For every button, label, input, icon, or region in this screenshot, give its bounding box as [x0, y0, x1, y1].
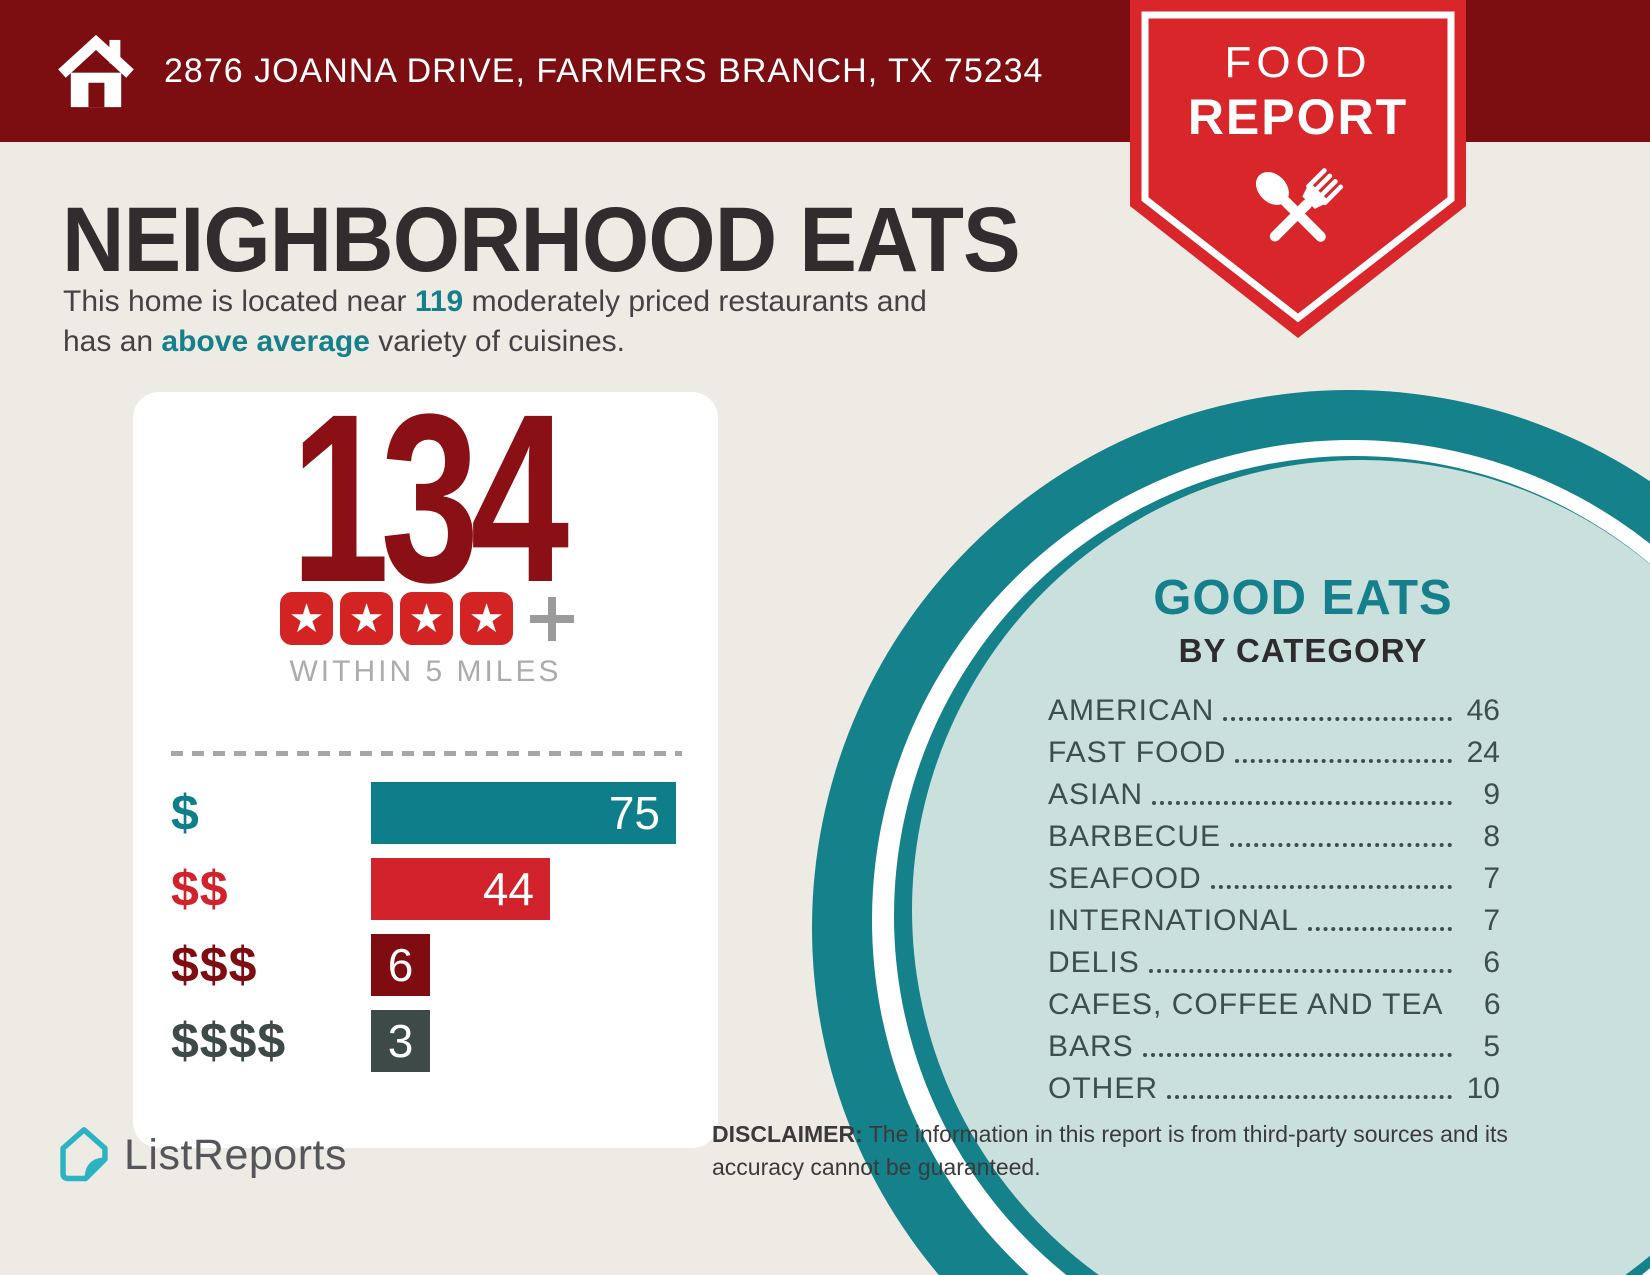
category-row: CAFES, COFFEE AND TEA 6 — [1048, 988, 1501, 1022]
price-bar-row: $$$$ 3 — [171, 1010, 718, 1072]
price-bar-chart: $75 $$ 44 $$$ 6 $$$$ 3 — [133, 782, 718, 1072]
dotted-leader — [1152, 801, 1452, 805]
star-icon: ★ — [400, 592, 453, 645]
dotted-leader — [1230, 843, 1452, 847]
dashed-divider — [171, 751, 682, 756]
star-rating: ★ ★ ★ ★ — [277, 592, 517, 645]
summary-card: 134 ★ ★ ★ ★ WITHIN 5 MILES $75 $$ 44 $$$ 6 $$$$ 3 — [133, 364, 718, 1148]
category-row: OTHER 10 — [1048, 1072, 1500, 1106]
dotted-leader — [1148, 969, 1452, 973]
category-count: 9 — [1483, 778, 1500, 811]
dotted-leader — [1210, 885, 1452, 889]
price-bar-value: 75 — [608, 787, 660, 839]
category-count: 10 — [1466, 1072, 1500, 1105]
category-count: 8 — [1483, 820, 1500, 853]
category-name: BARS — [1048, 1030, 1134, 1063]
price-label: $$$ — [171, 937, 258, 993]
radius-label: WITHIN 5 MILES — [289, 655, 562, 688]
price-bar-row: $$ 44 — [171, 858, 718, 920]
intro-line2-post: variety of cuisines. — [369, 325, 625, 358]
listreports-house-icon — [60, 1127, 108, 1182]
category-count: 7 — [1483, 862, 1500, 895]
intro-line1-post: moderately priced restaurants and — [463, 285, 927, 318]
variety-highlight: above average — [161, 325, 370, 358]
price-bar: 44 — [371, 858, 550, 920]
disclaimer: DISCLAIMER: The information in this repo… — [712, 1118, 1572, 1184]
intro-line2-pre: has an — [63, 325, 162, 358]
price-bar-value: 3 — [387, 1015, 414, 1067]
good-eats-subtitle: BY CATEGORY — [1178, 632, 1428, 669]
category-name: CAFES, COFFEE AND TEA — [1048, 988, 1444, 1021]
price-bar-value: 6 — [387, 939, 414, 991]
category-count: 6 — [1483, 946, 1500, 979]
category-count: 24 — [1466, 736, 1500, 769]
category-name: AMERICAN — [1048, 694, 1215, 727]
price-bar: 3 — [371, 1010, 430, 1072]
category-row: SEAFOOD 7 — [1048, 862, 1500, 896]
category-name: OTHER — [1048, 1072, 1158, 1105]
dotted-leader — [1235, 759, 1452, 763]
star-icon: ★ — [460, 592, 513, 645]
category-name: BARBECUE — [1048, 820, 1222, 853]
category-row: DELIS 6 — [1048, 946, 1500, 980]
price-bar-value: 44 — [482, 863, 534, 915]
price-bar-row: $75 — [171, 782, 718, 844]
category-count: 5 — [1483, 1030, 1500, 1063]
category-row: AMERICAN 46 — [1048, 694, 1500, 728]
restaurant-count: 119 — [414, 285, 464, 318]
price-label: $$$$ — [171, 1013, 287, 1069]
dotted-leader — [1307, 927, 1452, 931]
category-name: FAST FOOD — [1048, 736, 1227, 769]
category-row: ASIAN 9 — [1048, 778, 1500, 812]
ribbon-shape — [1130, 0, 1466, 338]
price-bar: 6 — [371, 934, 430, 996]
intro-line1-pre: This home is located near — [63, 285, 415, 318]
category-name: DELIS — [1048, 946, 1140, 979]
star-icon: ★ — [280, 592, 333, 645]
good-eats-panel: GOOD EATS BY CATEGORY AMERICAN 46 FAST FOO… — [1048, 570, 1501, 1116]
good-eats-title: GOOD EATS — [1153, 571, 1453, 625]
disclaimer-label: DISCLAIMER: — [712, 1121, 863, 1147]
category-row: INTERNATIONAL 7 — [1048, 904, 1500, 938]
disclaimer-text: The information in this report is from t… — [712, 1121, 1508, 1180]
price-label: $ — [171, 785, 200, 841]
category-name: SEAFOOD — [1048, 862, 1202, 895]
total-restaurants: 134 — [290, 364, 570, 632]
category-count: 46 — [1466, 694, 1500, 727]
dotted-leader — [1142, 1053, 1452, 1057]
badge-title-report: REPORT — [1187, 89, 1409, 145]
page-title: NEIGHBORHOOD EATS — [62, 189, 1021, 291]
price-bar: 75 — [371, 782, 676, 844]
crossed-spoon-fork-icon — [1255, 168, 1344, 242]
badge-title-food: FOOD — [1224, 38, 1372, 87]
category-name: ASIAN — [1048, 778, 1144, 811]
category-count: 7 — [1483, 904, 1500, 937]
home-icon — [58, 34, 134, 108]
price-label: $$ — [171, 861, 229, 917]
category-list: AMERICAN 46 FAST FOOD 24 ASIAN 9 BARBECUE 8 SEAF… — [1048, 694, 1501, 1106]
dotted-leader — [1223, 717, 1452, 721]
star-icon: ★ — [340, 592, 393, 645]
food-report-badge: FOOD REPORT — [1130, 0, 1466, 340]
listreports-logo: ListReports — [58, 1124, 347, 1186]
brand-name: ListReports — [124, 1130, 347, 1179]
rating-row: ★ ★ ★ ★ — [133, 592, 718, 645]
price-bar-row: $$$ 6 — [171, 934, 718, 996]
category-row: BARBECUE 8 — [1048, 820, 1500, 854]
dotted-leader — [1167, 1095, 1452, 1099]
property-address: 2876 JOANNA DRIVE, FARMERS BRANCH, TX 75… — [164, 51, 1044, 90]
category-row: FAST FOOD 24 — [1048, 736, 1500, 770]
intro-text: This home is located near 119 moderately… — [63, 282, 1098, 362]
category-count: 6 — [1483, 988, 1501, 1021]
category-row: BARS 5 — [1048, 1030, 1500, 1064]
plus-icon — [529, 596, 574, 641]
category-name: INTERNATIONAL — [1048, 904, 1299, 937]
